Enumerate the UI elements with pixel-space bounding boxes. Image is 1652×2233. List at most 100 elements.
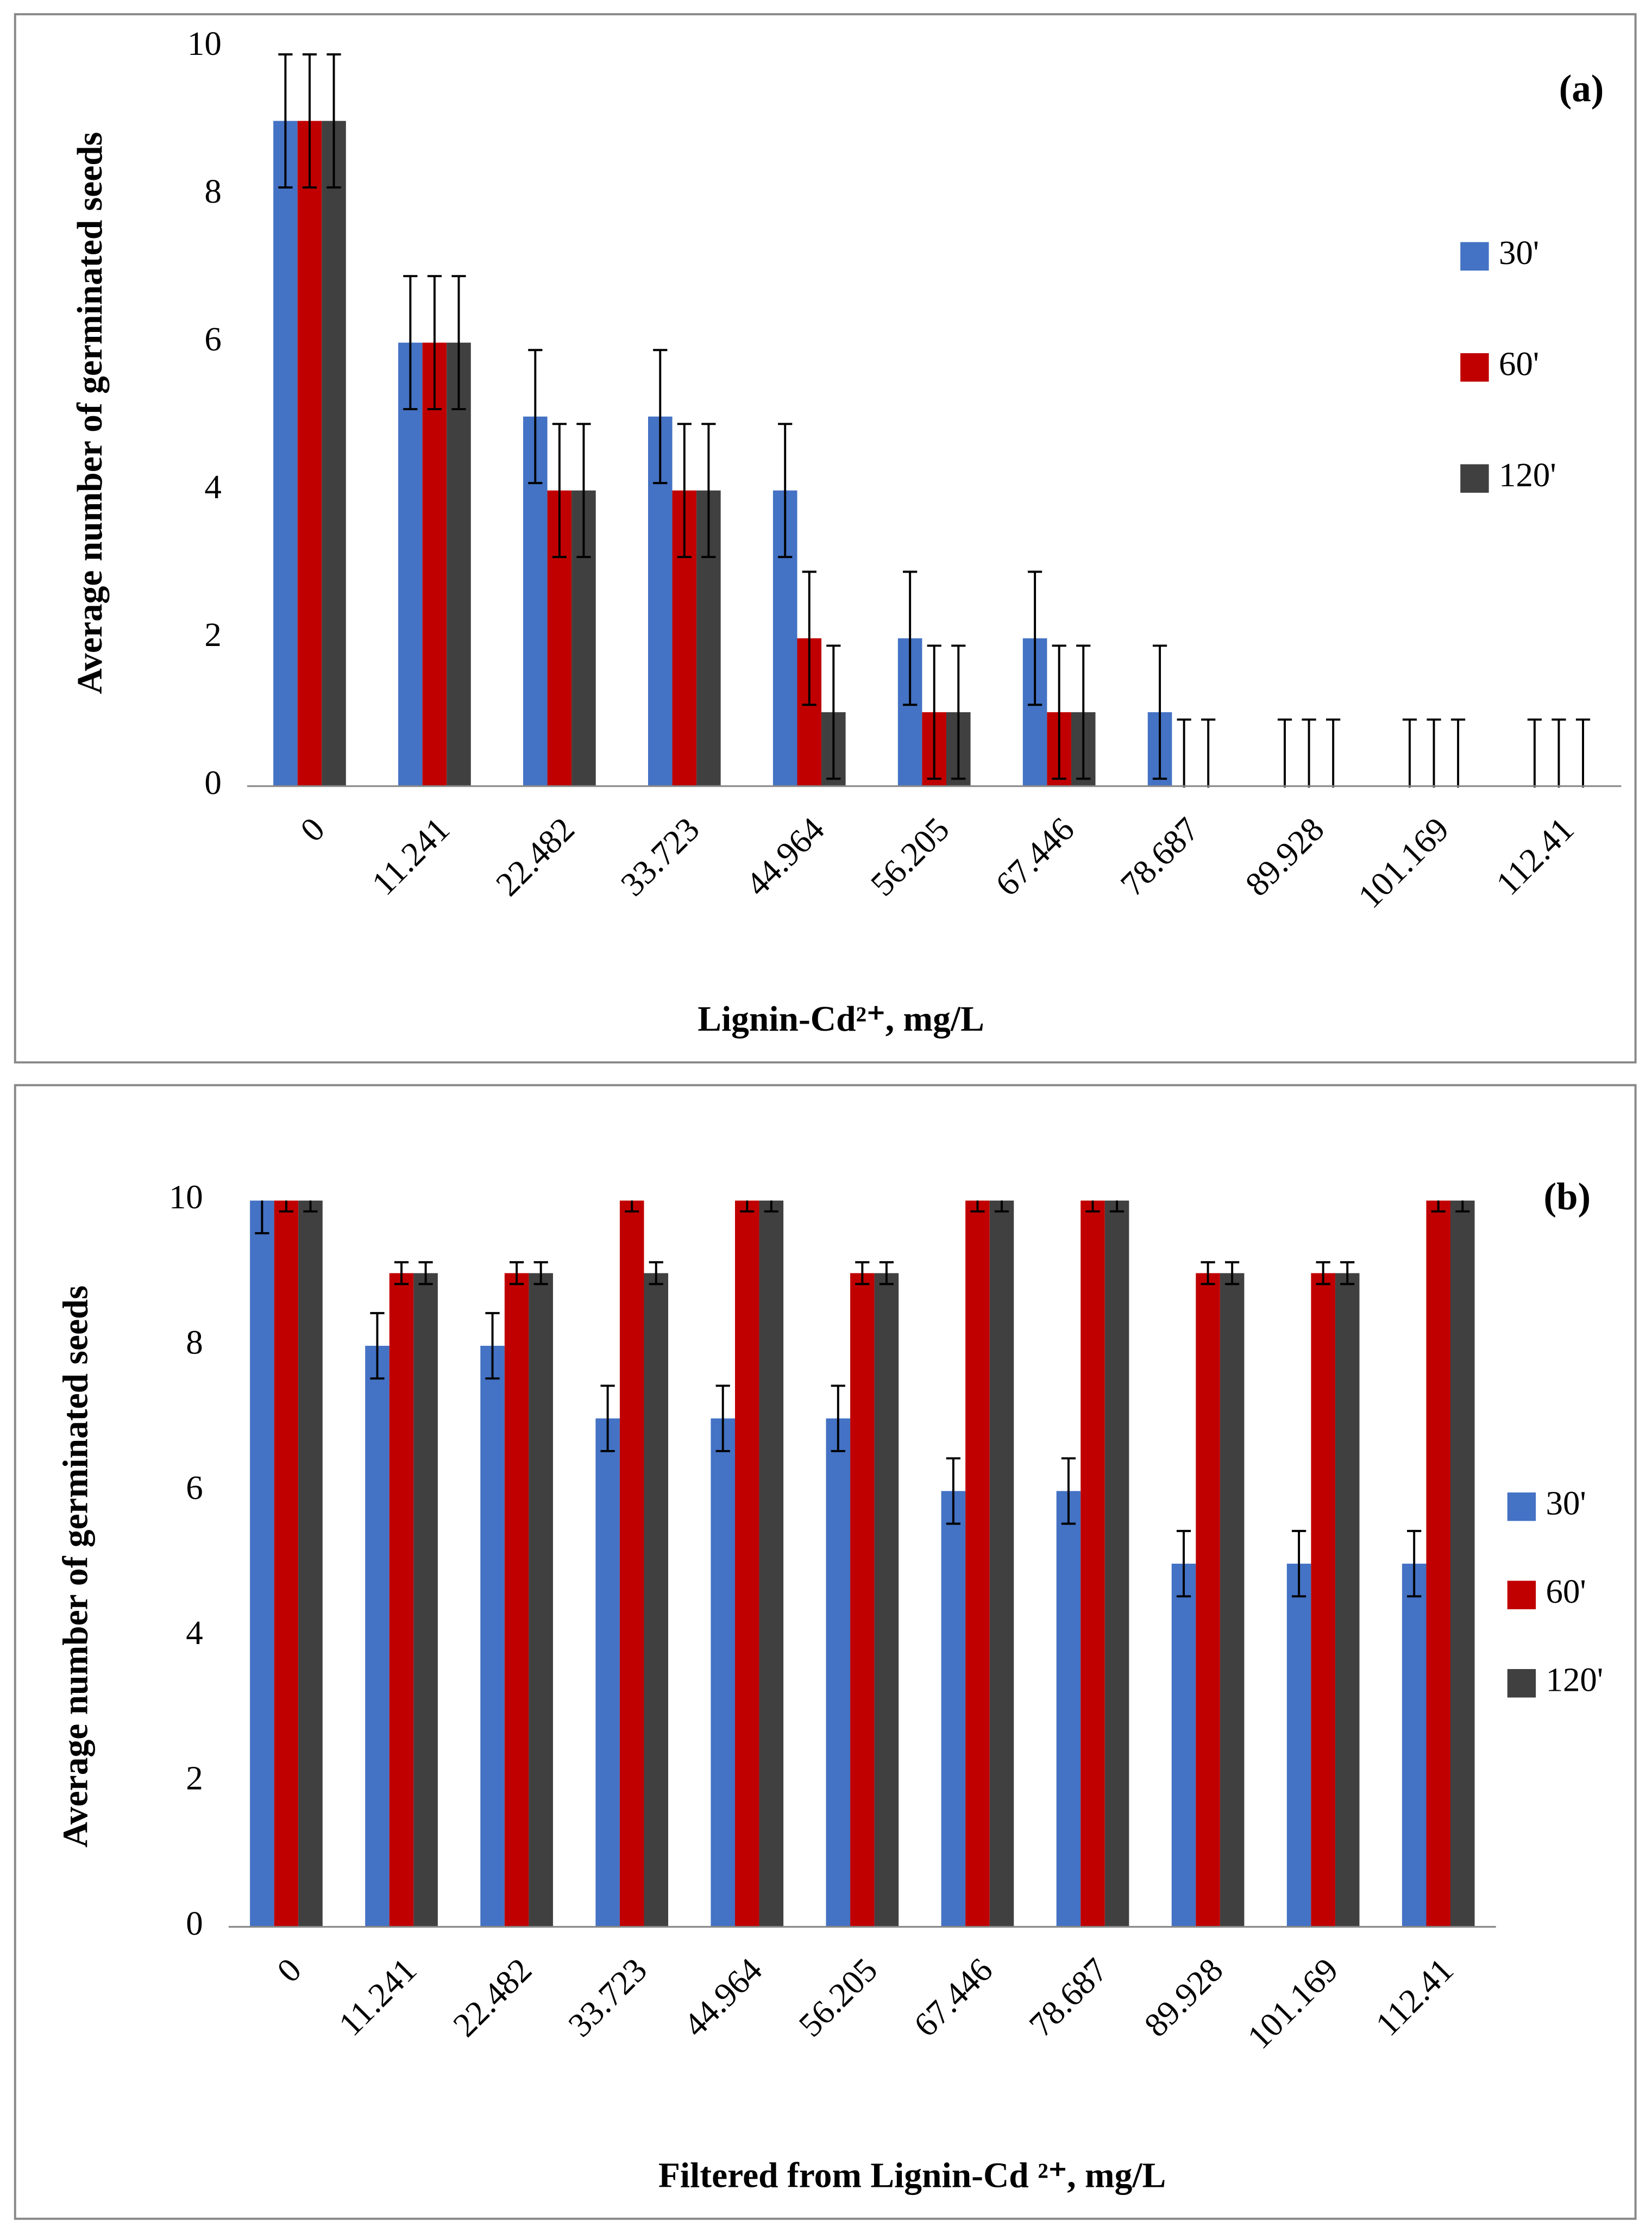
bar — [274, 1200, 299, 1927]
x-axis-label: Filtered from Lignin-Cd ²⁺, mg/L — [658, 2156, 1166, 2195]
bar — [1426, 1200, 1451, 1927]
error-bar — [740, 1200, 755, 1213]
x-tick-label: 78.687 — [1113, 810, 1207, 904]
bar — [1196, 1273, 1220, 1927]
error-bar — [278, 53, 293, 189]
x-tick-label: 112.41 — [1488, 810, 1581, 902]
y-tick-label: 10 — [169, 1178, 203, 1216]
bar — [273, 121, 298, 786]
y-tick-label: 2 — [186, 1759, 203, 1797]
error-bar — [552, 423, 567, 559]
bar — [504, 1273, 529, 1927]
error-bar — [1076, 644, 1091, 780]
x-tick-label: 0 — [293, 810, 332, 849]
bar — [413, 1273, 438, 1927]
error-bar — [625, 1200, 639, 1213]
error-bar — [1061, 1457, 1076, 1525]
error-bar — [927, 644, 941, 780]
legend-swatch — [1460, 353, 1489, 382]
error-bar — [677, 423, 692, 559]
x-tick-label: 67.446 — [907, 1950, 1000, 2044]
error-bar — [951, 644, 966, 780]
legend-swatch — [1507, 1580, 1536, 1609]
annotation: (b) — [1544, 1176, 1591, 1218]
error-bar — [1027, 570, 1042, 706]
error-bar — [946, 1457, 960, 1525]
y-tick-label: 6 — [204, 320, 221, 358]
x-tick-label: 33.723 — [561, 1950, 654, 2044]
error-bar — [1431, 1200, 1446, 1213]
error-bar — [1152, 644, 1167, 780]
bar — [1056, 1491, 1081, 1927]
y-tick-label: 0 — [204, 763, 221, 801]
error-bar — [1455, 1200, 1470, 1213]
error-bar — [418, 1261, 433, 1285]
bar — [874, 1273, 899, 1927]
y-axis-label: Average number of germinated seeds — [56, 1285, 96, 1848]
x-tick-label: 89.928 — [1137, 1950, 1230, 2044]
error-bar — [1109, 1200, 1125, 1213]
error-bar — [303, 1200, 318, 1213]
x-axis-label: Lignin-Cd²⁺, mg/L — [698, 1000, 984, 1039]
bar — [826, 1418, 851, 1927]
error-bar — [1316, 1261, 1330, 1285]
y-axis-label: Average number of germinated seeds — [71, 132, 110, 694]
y-tick-label: 2 — [204, 616, 221, 654]
bar — [644, 1273, 669, 1927]
error-bar — [370, 1312, 385, 1380]
error-bar — [879, 1261, 894, 1285]
bar — [1450, 1200, 1475, 1927]
error-bar — [1340, 1261, 1355, 1285]
error-bar — [485, 1312, 500, 1380]
bar — [1104, 1200, 1129, 1927]
x-tick-label: 44.964 — [676, 1950, 770, 2044]
legend-label: 120' — [1499, 456, 1556, 494]
bar — [619, 1200, 644, 1927]
x-tick-label: 78.687 — [1022, 1950, 1115, 2044]
plot-area — [250, 1200, 1475, 1927]
error-bar — [826, 644, 841, 780]
legend-label: 60' — [1499, 345, 1539, 383]
x-tick-label: 101.169 — [1240, 1950, 1346, 2056]
y-tick-label: 8 — [186, 1323, 203, 1361]
bar — [1081, 1200, 1105, 1927]
x-tick-label: 22.482 — [488, 810, 582, 904]
bar — [1311, 1273, 1335, 1927]
error-bar — [279, 1200, 294, 1213]
bar — [1286, 1564, 1311, 1927]
panel-frame — [14, 13, 1637, 1064]
x-tick-label: 11.241 — [331, 1950, 424, 2043]
error-bar — [451, 275, 466, 411]
bar — [322, 121, 346, 786]
x-tick-label: 56.205 — [792, 1950, 885, 2044]
legend-swatch — [1507, 1492, 1536, 1521]
x-tick-label: 0 — [269, 1950, 309, 1990]
error-bar — [715, 1384, 730, 1452]
bar — [734, 1200, 759, 1927]
y-tick-label: 0 — [186, 1904, 203, 1942]
error-bar — [855, 1261, 870, 1285]
error-bar — [764, 1200, 778, 1213]
error-bar — [970, 1200, 985, 1213]
y-tick-label: 6 — [186, 1469, 203, 1507]
bar — [365, 1346, 390, 1927]
bar — [529, 1273, 553, 1927]
legend-swatch — [1460, 242, 1489, 271]
x-tick-label: 56.205 — [863, 810, 957, 904]
bar — [298, 1200, 323, 1927]
error-bar — [653, 349, 668, 485]
error-bar — [533, 1261, 548, 1285]
plot-area — [273, 53, 1591, 788]
bar — [759, 1200, 784, 1927]
legend-label: 60' — [1546, 1572, 1586, 1610]
error-bar — [1085, 1200, 1100, 1213]
x-tick-label: 112.41 — [1368, 1950, 1461, 2043]
x-tick-label: 11.241 — [365, 810, 457, 902]
error-bar — [1407, 1529, 1422, 1598]
error-bar — [510, 1261, 524, 1285]
bar — [447, 342, 471, 786]
legend-label: 30' — [1499, 234, 1539, 272]
x-tick-label: 89.928 — [1238, 810, 1331, 904]
y-tick-label: 4 — [186, 1614, 203, 1652]
